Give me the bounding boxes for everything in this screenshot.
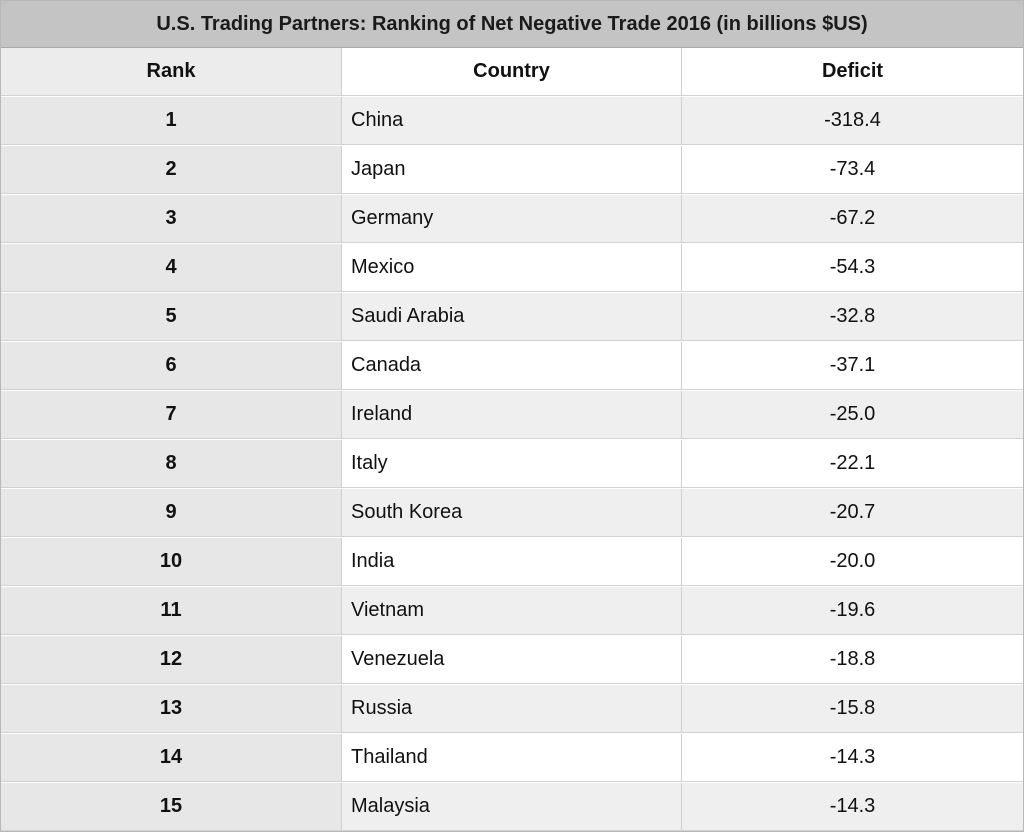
- country-cell: Venezuela: [342, 636, 682, 683]
- table-row: 4 Mexico -54.3: [1, 244, 1023, 292]
- rank-cell: 2: [1, 146, 342, 193]
- rank-cell: 1: [1, 97, 342, 144]
- rank-cell: 11: [1, 587, 342, 634]
- deficit-cell: -73.4: [682, 146, 1023, 193]
- deficit-cell: -25.0: [682, 391, 1023, 438]
- rank-cell: 6: [1, 342, 342, 389]
- table-row: 1 China -318.4: [1, 97, 1023, 145]
- header-deficit: Deficit: [682, 48, 1023, 95]
- country-cell: Vietnam: [342, 587, 682, 634]
- deficit-cell: -318.4: [682, 97, 1023, 144]
- deficit-cell: -67.2: [682, 195, 1023, 242]
- table-row: 6 Canada -37.1: [1, 342, 1023, 390]
- header-rank: Rank: [1, 48, 342, 95]
- header-country: Country: [342, 48, 682, 95]
- rank-cell: 7: [1, 391, 342, 438]
- country-cell: China: [342, 97, 682, 144]
- table-row: 2 Japan -73.4: [1, 146, 1023, 194]
- country-cell: Italy: [342, 440, 682, 487]
- deficit-cell: -20.0: [682, 538, 1023, 585]
- rank-cell: 9: [1, 489, 342, 536]
- data-table: Rank Country Deficit 1 China -318.4 2 Ja…: [1, 48, 1023, 831]
- deficit-cell: -20.7: [682, 489, 1023, 536]
- deficit-cell: -22.1: [682, 440, 1023, 487]
- header-row: Rank Country Deficit: [1, 48, 1023, 96]
- rank-cell: 14: [1, 734, 342, 781]
- deficit-cell: -32.8: [682, 293, 1023, 340]
- table-row: 14 Thailand -14.3: [1, 734, 1023, 782]
- deficit-cell: -18.8: [682, 636, 1023, 683]
- rank-cell: 12: [1, 636, 342, 683]
- table-row: 8 Italy -22.1: [1, 440, 1023, 488]
- deficit-cell: -54.3: [682, 244, 1023, 291]
- table-row: 11 Vietnam -19.6: [1, 587, 1023, 635]
- deficit-cell: -19.6: [682, 587, 1023, 634]
- country-cell: Germany: [342, 195, 682, 242]
- table-row: 3 Germany -67.2: [1, 195, 1023, 243]
- rank-cell: 10: [1, 538, 342, 585]
- country-cell: South Korea: [342, 489, 682, 536]
- deficit-cell: -37.1: [682, 342, 1023, 389]
- table-row: 7 Ireland -25.0: [1, 391, 1023, 439]
- deficit-cell: -14.3: [682, 783, 1023, 830]
- table-row: 10 India -20.0: [1, 538, 1023, 586]
- deficit-cell: -14.3: [682, 734, 1023, 781]
- rank-cell: 13: [1, 685, 342, 732]
- rank-cell: 15: [1, 783, 342, 830]
- country-cell: Canada: [342, 342, 682, 389]
- deficit-cell: -15.8: [682, 685, 1023, 732]
- table-row: 13 Russia -15.8: [1, 685, 1023, 733]
- country-cell: Thailand: [342, 734, 682, 781]
- country-cell: India: [342, 538, 682, 585]
- rank-cell: 4: [1, 244, 342, 291]
- country-cell: Russia: [342, 685, 682, 732]
- country-cell: Malaysia: [342, 783, 682, 830]
- table-title: U.S. Trading Partners: Ranking of Net Ne…: [1, 1, 1023, 48]
- table-row: 15 Malaysia -14.3: [1, 783, 1023, 831]
- table-row: 12 Venezuela -18.8: [1, 636, 1023, 684]
- rank-cell: 3: [1, 195, 342, 242]
- table-row: 9 South Korea -20.7: [1, 489, 1023, 537]
- country-cell: Saudi Arabia: [342, 293, 682, 340]
- table-row: 5 Saudi Arabia -32.8: [1, 293, 1023, 341]
- country-cell: Mexico: [342, 244, 682, 291]
- country-cell: Ireland: [342, 391, 682, 438]
- rank-cell: 5: [1, 293, 342, 340]
- country-cell: Japan: [342, 146, 682, 193]
- rank-cell: 8: [1, 440, 342, 487]
